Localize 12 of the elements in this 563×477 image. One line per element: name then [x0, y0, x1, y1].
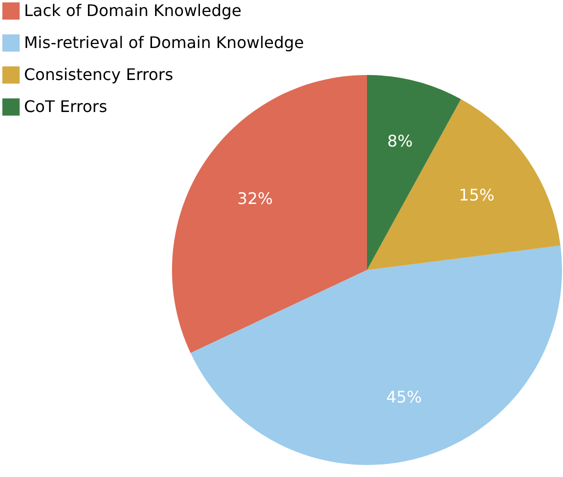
data-label: 15%: [458, 185, 494, 204]
legend-label: Lack of Domain Knowledge: [24, 1, 242, 20]
legend-label: CoT Errors: [24, 97, 108, 116]
legend-label: Mis-retrieval of Domain Knowledge: [24, 33, 304, 52]
data-label: 45%: [386, 387, 422, 406]
pie-slice: [172, 75, 367, 354]
data-label: 32%: [237, 188, 273, 208]
pie-slice: [367, 99, 560, 270]
legend-label: Consistency Errors: [24, 65, 174, 84]
pie-slice: [190, 246, 562, 465]
pie-slice: [367, 75, 461, 270]
data-label: 8%: [387, 132, 413, 151]
